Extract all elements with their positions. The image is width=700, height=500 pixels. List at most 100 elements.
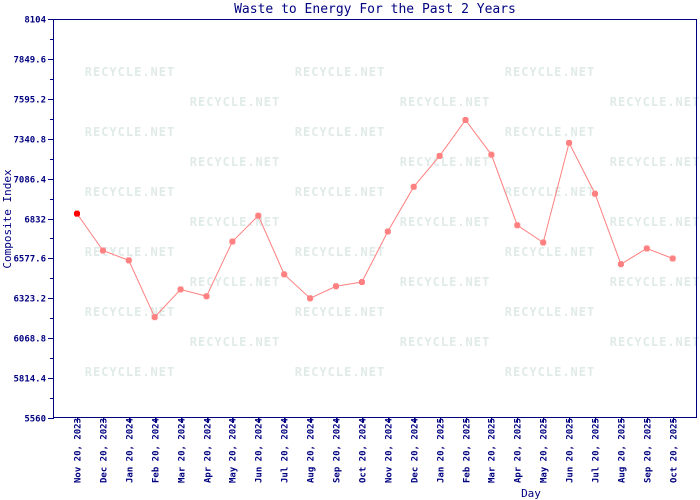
watermark-text: RECYCLE.NET bbox=[85, 245, 175, 259]
x-tick-label: Nov 20, 2024 bbox=[385, 417, 395, 483]
x-tick-label: May 20, 2024 bbox=[229, 417, 239, 483]
watermark-text: RECYCLE.NET bbox=[295, 185, 385, 199]
watermark-text: RECYCLE.NET bbox=[610, 275, 700, 289]
watermark-text: RECYCLE.NET bbox=[295, 65, 385, 79]
x-tick-label: Oct 20, 2024 bbox=[359, 417, 369, 483]
data-point bbox=[643, 245, 650, 252]
data-point bbox=[177, 286, 184, 293]
x-tick-label: Dec 20, 2023 bbox=[100, 418, 110, 483]
watermark-text: RECYCLE.NET bbox=[190, 335, 280, 349]
watermark-text: RECYCLE.NET bbox=[295, 305, 385, 319]
watermark-text: RECYCLE.NET bbox=[400, 215, 490, 229]
watermark-text: RECYCLE.NET bbox=[400, 335, 490, 349]
y-tick-label: 7340.8 bbox=[13, 136, 46, 146]
x-tick-label: Sep 20, 2025 bbox=[644, 418, 654, 483]
watermark-text: RECYCLE.NET bbox=[85, 365, 175, 379]
y-tick-label: 5560 bbox=[24, 415, 46, 425]
x-tick-label: Jan 20, 2024 bbox=[126, 417, 136, 483]
data-point bbox=[281, 271, 288, 278]
data-point bbox=[74, 210, 80, 217]
data-point bbox=[514, 222, 521, 229]
data-point bbox=[229, 238, 236, 245]
y-tick-label: 7086.4 bbox=[13, 176, 46, 186]
x-tick-label: Nov 20, 2023 bbox=[74, 418, 84, 483]
x-tick-label: Dec 20, 2024 bbox=[411, 417, 421, 483]
x-tick-label: Jun 20, 2024 bbox=[255, 417, 265, 483]
watermark-text: RECYCLE.NET bbox=[505, 245, 595, 259]
data-point bbox=[151, 314, 158, 321]
watermark-layer: RECYCLE.NET RECYCLE.NET RECYCLE.NET RECYCLE… bbox=[85, 65, 700, 379]
x-tick-label: Feb 20, 2024 bbox=[152, 417, 162, 483]
watermark-text: RECYCLE.NET bbox=[610, 335, 700, 349]
x-tick-label: Sep 20, 2024 bbox=[333, 417, 343, 483]
x-tick-label: Jul 20, 2025 bbox=[592, 418, 602, 483]
watermark-text: RECYCLE.NET bbox=[505, 185, 595, 199]
x-tick-label: Jul 20, 2024 bbox=[281, 417, 291, 483]
x-tick-label: Mar 20, 2025 bbox=[488, 418, 498, 483]
y-tick-label: 5814.4 bbox=[13, 375, 46, 385]
y-tick-label: 6068.8 bbox=[13, 335, 46, 345]
data-point bbox=[125, 257, 132, 264]
watermark-text: RECYCLE.NET bbox=[85, 125, 175, 139]
watermark-text: RECYCLE.NET bbox=[85, 185, 175, 199]
data-point bbox=[462, 117, 469, 124]
watermark-text: RECYCLE.NET bbox=[610, 155, 700, 169]
watermark-text: RECYCLE.NET bbox=[190, 95, 280, 109]
watermark-text: RECYCLE.NET bbox=[400, 275, 490, 289]
data-point bbox=[540, 239, 547, 246]
watermark-text: RECYCLE.NET bbox=[190, 275, 280, 289]
data-point bbox=[358, 279, 365, 286]
watermark-text: RECYCLE.NET bbox=[505, 65, 595, 79]
data-point bbox=[255, 212, 262, 219]
data-point bbox=[592, 190, 598, 197]
data-point bbox=[410, 183, 417, 190]
watermark-text: RECYCLE.NET bbox=[400, 155, 490, 169]
x-tick-label: Oct 20, 2025 bbox=[670, 418, 680, 483]
watermark-text: RECYCLE.NET bbox=[505, 305, 595, 319]
x-tick-label: Jan 20, 2025 bbox=[437, 418, 447, 483]
x-tick-label: Feb 20, 2025 bbox=[463, 418, 473, 483]
watermark-text: RECYCLE.NET bbox=[610, 95, 700, 109]
data-point bbox=[488, 151, 495, 158]
x-axis: Nov 20, 2023 Dec 20, 2023 Jan 20, 2024 Feb … bbox=[74, 417, 680, 483]
watermark-text: RECYCLE.NET bbox=[505, 125, 595, 139]
watermark-text: RECYCLE.NET bbox=[505, 365, 595, 379]
data-point bbox=[203, 293, 210, 300]
x-tick-label: Jun 20, 2025 bbox=[566, 418, 576, 483]
data-point bbox=[99, 247, 106, 254]
series-line bbox=[74, 117, 676, 321]
y-tick-label: 7595.2 bbox=[13, 96, 46, 106]
data-point bbox=[566, 139, 573, 146]
data-point bbox=[384, 228, 391, 235]
x-tick-label: Mar 20, 2024 bbox=[178, 417, 188, 483]
x-tick-label: Apr 20, 2024 bbox=[204, 417, 214, 483]
y-tick-label: 6323.2 bbox=[13, 295, 46, 305]
y-axis-label: Composite Index bbox=[1, 169, 14, 269]
data-point bbox=[436, 152, 443, 159]
watermark-text: RECYCLE.NET bbox=[610, 215, 700, 229]
watermark-text: RECYCLE.NET bbox=[85, 305, 175, 319]
data-point bbox=[617, 261, 624, 268]
watermark-text: RECYCLE.NET bbox=[295, 245, 385, 259]
watermark-text: RECYCLE.NET bbox=[295, 365, 385, 379]
data-point bbox=[307, 295, 314, 302]
watermark-text: RECYCLE.NET bbox=[85, 65, 175, 79]
plot-frame bbox=[53, 19, 697, 418]
x-tick-label: Aug 20, 2025 bbox=[618, 418, 628, 483]
x-tick-label: Apr 20, 2025 bbox=[514, 418, 524, 483]
x-tick-label: Aug 20, 2024 bbox=[307, 417, 317, 483]
data-point bbox=[333, 283, 339, 290]
watermark-text: RECYCLE.NET bbox=[400, 95, 490, 109]
y-tick-label: 7849.6 bbox=[13, 56, 46, 66]
x-tick-label: May 20, 2025 bbox=[540, 418, 550, 483]
watermark-text: RECYCLE.NET bbox=[190, 215, 280, 229]
y-tick-label: 8104 bbox=[24, 16, 46, 26]
x-axis-label: Day bbox=[521, 487, 541, 500]
chart-title: Waste to Energy For the Past 2 Years bbox=[234, 2, 516, 17]
y-tick-label: 6832 bbox=[24, 216, 46, 226]
data-point bbox=[669, 255, 676, 262]
y-tick-label: 6577.6 bbox=[13, 255, 46, 265]
watermark-text: RECYCLE.NET bbox=[295, 125, 385, 139]
y-axis: 5560 5814.4 6068.8 6323.2 6577.6 6832 7086.4 73… bbox=[13, 16, 54, 425]
